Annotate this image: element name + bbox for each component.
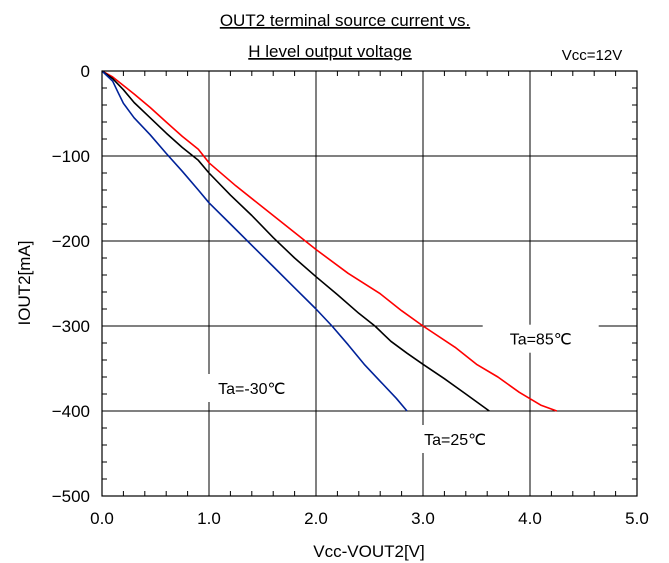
series-annotation: Ta=-30℃ bbox=[218, 381, 285, 398]
series-annotation: Ta=25℃ bbox=[424, 432, 486, 449]
grid bbox=[102, 71, 637, 496]
y-tick-label: −500 bbox=[52, 487, 90, 506]
x-tick-label: 0.0 bbox=[90, 509, 114, 528]
annotation-backdrop bbox=[397, 425, 514, 453]
x-tick-label: 1.0 bbox=[197, 509, 221, 528]
condition-label: Vcc=12V bbox=[562, 47, 622, 64]
series-lines bbox=[101, 70, 558, 412]
x-tick-label: 5.0 bbox=[625, 509, 649, 528]
plot-frame bbox=[101, 70, 638, 497]
x-axis-label: Vcc-VOUT2[V] bbox=[313, 542, 424, 561]
chart-title-line1: OUT2 terminal source current vs. bbox=[220, 11, 470, 30]
chart-title-line2: H level output voltage bbox=[248, 42, 412, 61]
y-tick-label: −300 bbox=[52, 317, 90, 336]
y-tick-labels: 0 −100 −200 −300 −400 −500 bbox=[52, 62, 90, 506]
x-tick-label: 2.0 bbox=[304, 509, 328, 528]
x-tick-label: 3.0 bbox=[411, 509, 435, 528]
series-annotation: Ta=85℃ bbox=[510, 332, 572, 349]
x-tick-labels: 0.0 1.0 2.0 3.0 4.0 5.0 bbox=[90, 509, 649, 528]
series-annotations: Ta=85℃ Ta=25℃ Ta=-30℃ bbox=[193, 324, 599, 453]
annotation-backdrop bbox=[193, 374, 310, 402]
y-tick-label: −200 bbox=[52, 232, 90, 251]
series-line-ta-85-c bbox=[101, 70, 558, 412]
series-line-ta-25-c bbox=[101, 70, 490, 412]
x-tick-label: 4.0 bbox=[518, 509, 542, 528]
series-line-ta-30-c bbox=[101, 70, 408, 412]
y-axis-label: IOUT2[mA] bbox=[15, 240, 34, 325]
y-tick-label: −400 bbox=[52, 402, 90, 421]
tick-marks bbox=[102, 71, 637, 496]
y-tick-label: 0 bbox=[81, 62, 90, 81]
y-tick-label: −100 bbox=[52, 147, 90, 166]
annotation-backdrop bbox=[482, 324, 599, 353]
